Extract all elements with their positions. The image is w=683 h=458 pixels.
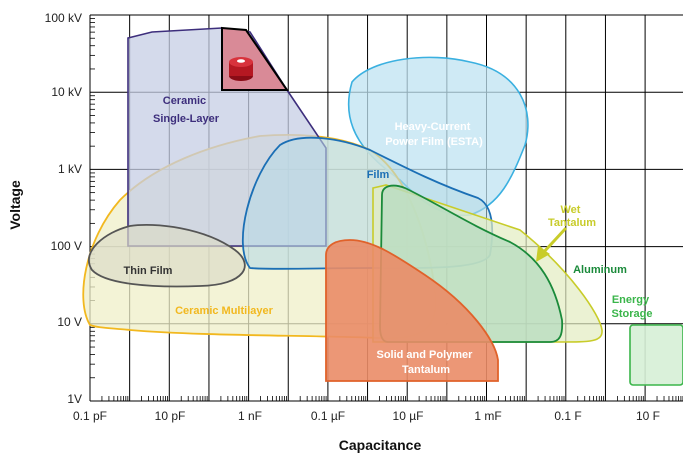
y-tick-label: 1 kV	[58, 162, 82, 176]
x-tick-label: 0.1 pF	[73, 409, 107, 423]
y-tick-label: 10 kV	[51, 85, 82, 99]
region-energy-storage	[630, 325, 683, 385]
x-tick-label: 0.1 F	[554, 409, 581, 423]
label-ceramic-multilayer: Ceramic Multilayer	[175, 305, 274, 317]
x-tick-label: 10 µF	[393, 409, 424, 423]
label-aluminum: Aluminum	[573, 264, 627, 276]
y-tick-label: 1V	[67, 392, 82, 406]
x-tick-label: 1 nF	[238, 409, 262, 423]
y-tick-label: 100 kV	[45, 11, 82, 25]
x-tick-label: 1 mF	[474, 409, 501, 423]
label-wet-tantalum: Wet Tantalum	[548, 204, 596, 229]
y-tick-label: 10 V	[57, 315, 82, 329]
label-film: Film	[367, 169, 390, 181]
x-tick-label: 0.1 µF	[311, 409, 345, 423]
label-energy-storage: Energy Storage	[612, 294, 653, 320]
x-tick-label: 10 F	[636, 409, 660, 423]
y-axis-title: Voltage	[7, 180, 23, 230]
x-axis-title: Capacitance	[339, 437, 422, 453]
y-tick-label: 100 V	[51, 239, 82, 253]
label-thin-film: Thin Film	[124, 265, 173, 277]
y-tick-labels: 100 kV 10 kV 1 kV 100 V 10 V 1V	[45, 11, 82, 406]
x-tick-labels: 0.1 pF 10 pF 1 nF 0.1 µF 10 µF 1 mF 0.1 …	[73, 409, 660, 423]
x-tick-label: 10 pF	[155, 409, 186, 423]
disc-capacitor-icon	[229, 57, 253, 81]
